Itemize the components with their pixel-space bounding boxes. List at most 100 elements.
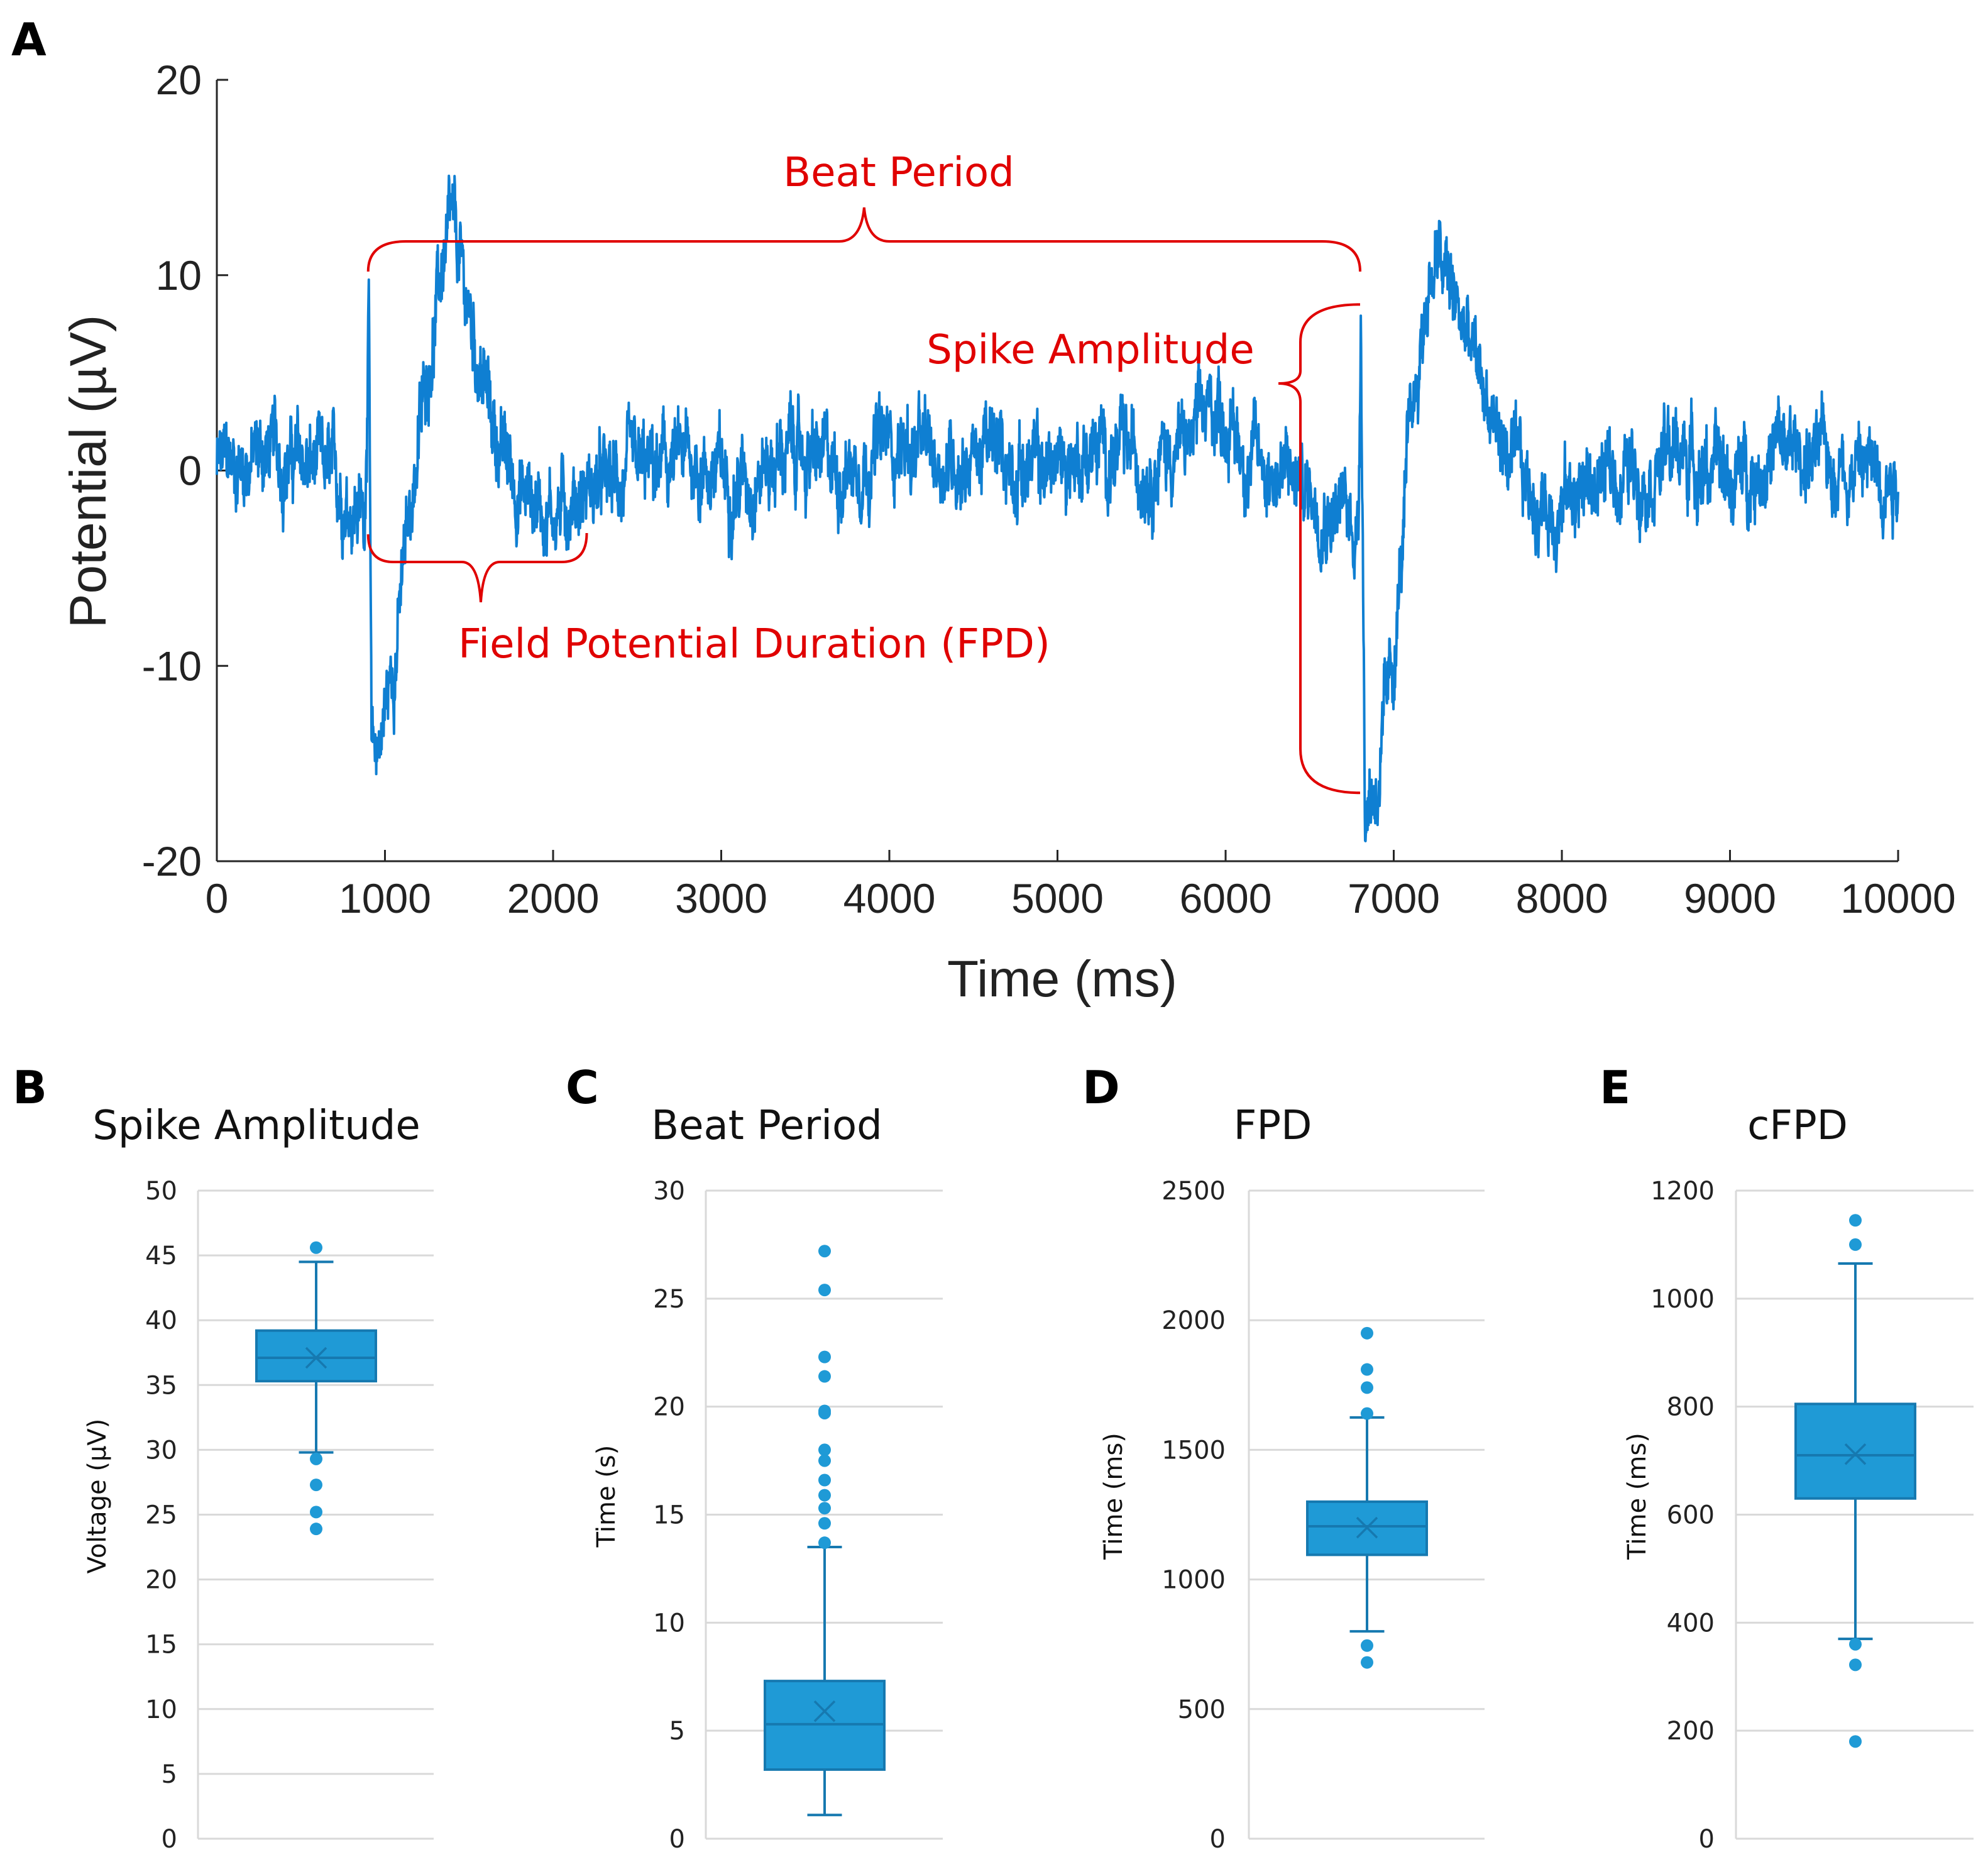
y-tick-label: 10 <box>156 252 202 299</box>
x-tick-label: 7000 <box>1348 875 1440 922</box>
y-tick-label: -20 <box>142 838 202 884</box>
y-tick-label: 20 <box>156 57 202 103</box>
y-tick-label: -10 <box>142 642 202 689</box>
panel-e-y-label: Time (ms) <box>1623 1433 1652 1560</box>
panel-a-axes: 0 1000 2000 3000 4000 5000 6000 7000 8000 9000 100… <box>142 57 1956 922</box>
outlier-point <box>1849 1638 1862 1651</box>
y-tick-label: 0 <box>178 448 202 494</box>
y-tick-label: 30 <box>653 1177 685 1206</box>
panel-e: E cFPD Time (ms) 0 200 400 600 800 1000 1200 <box>1600 1061 1974 1854</box>
panel-a: A 0 1000 2000 3000 4000 5000 6000 7000 8000 9000 1… <box>11 13 1956 1008</box>
y-tick-label: 0 <box>669 1825 685 1854</box>
y-tick-label: 5 <box>162 1760 177 1789</box>
outlier-point <box>310 1506 322 1519</box>
y-tick-label: 50 <box>145 1177 177 1206</box>
outlier-point <box>818 1245 831 1258</box>
outlier-point <box>1849 1214 1862 1227</box>
outlier-point <box>818 1473 831 1487</box>
mean-marker <box>813 1700 836 1722</box>
y-tick-label: 30 <box>145 1436 177 1465</box>
y-tick-label: 35 <box>145 1371 177 1400</box>
x-tick-label: 5000 <box>1011 875 1104 922</box>
y-tick-label: 1000 <box>1161 1566 1226 1595</box>
y-tick-label: 0 <box>1210 1825 1226 1854</box>
iqr-box <box>255 1329 377 1383</box>
panel-b-title: Spike Amplitude <box>92 1103 420 1149</box>
y-tick-label: 20 <box>145 1566 177 1595</box>
outlier-point <box>818 1443 831 1457</box>
field-potential-trace <box>216 174 1899 842</box>
panel-letter-d: D <box>1082 1061 1120 1114</box>
outlier-point <box>1849 1735 1862 1748</box>
panel-letter-c: C <box>566 1061 599 1114</box>
y-tick-label: 600 <box>1667 1501 1715 1530</box>
outlier-point <box>818 1350 831 1363</box>
y-tick-label: 2000 <box>1161 1306 1226 1335</box>
y-tick-label: 200 <box>1667 1717 1715 1746</box>
y-axis-title: Potential (µV) <box>60 315 117 628</box>
panel-e-title: cFPD <box>1747 1103 1848 1149</box>
panel-e-plot: 0 200 400 600 800 1000 1200 <box>1650 1177 1974 1854</box>
fpd-annotation: Field Potential Duration (FPD) <box>458 621 1050 668</box>
panel-c-plot: 0 5 10 15 20 25 30 <box>653 1177 943 1854</box>
outlier-point <box>1361 1326 1373 1340</box>
fpd-bracket <box>366 532 588 603</box>
panel-c-y-label: Time (s) <box>592 1445 621 1548</box>
outlier-point <box>818 1454 831 1467</box>
outlier-point <box>310 1523 322 1536</box>
y-tick-label: 25 <box>145 1501 177 1530</box>
panel-a-trace <box>216 174 1899 842</box>
outlier-point <box>1361 1407 1373 1420</box>
y-tick-label: 0 <box>1699 1825 1715 1854</box>
outlier-point <box>818 1502 831 1515</box>
outlier-point <box>310 1479 322 1492</box>
mean-marker <box>1844 1443 1867 1465</box>
y-tick-label: 10 <box>653 1609 685 1638</box>
y-tick-label: 0 <box>162 1825 177 1854</box>
beat-period-bracket <box>366 207 1361 272</box>
outlier-point <box>310 1241 322 1254</box>
outlier-point <box>1361 1381 1373 1394</box>
panel-b-plot: 0 5 10 15 20 25 30 35 40 45 50 <box>145 1177 434 1854</box>
panel-b: B Spike Amplitude Voltage (µV) 0 5 10 15 20 2… <box>13 1061 434 1854</box>
panel-letter-a: A <box>11 13 47 66</box>
x-tick-label: 10000 <box>1840 875 1956 922</box>
y-tick-label: 1200 <box>1650 1177 1715 1206</box>
beat-period-annotation: Beat Period <box>783 150 1014 196</box>
panel-letter-b: B <box>13 1061 47 1114</box>
y-tick-label: 20 <box>653 1393 685 1422</box>
x-tick-label: 0 <box>206 875 229 922</box>
y-tick-label: 500 <box>1178 1695 1226 1724</box>
x-tick-label: 6000 <box>1180 875 1272 922</box>
panel-b-y-label: Voltage (µV) <box>83 1419 112 1574</box>
panel-a-annotations <box>366 207 1361 795</box>
x-tick-label: 4000 <box>843 875 936 922</box>
outlier-point <box>818 1536 831 1550</box>
panel-d-plot: 0 500 1000 1500 2000 2500 <box>1161 1177 1485 1854</box>
outlier-point <box>818 1370 831 1383</box>
outlier-point <box>818 1406 831 1419</box>
y-tick-label: 1500 <box>1161 1436 1226 1465</box>
panel-c: C Beat Period Time (s) 0 5 10 15 20 25 30 <box>566 1061 943 1854</box>
outlier-point <box>1849 1238 1862 1251</box>
mean-marker <box>1356 1516 1378 1539</box>
panel-d-y-label: Time (ms) <box>1099 1433 1128 1560</box>
outlier-point <box>1361 1363 1373 1376</box>
panel-d-title: FPD <box>1234 1103 1312 1149</box>
y-tick-label: 1000 <box>1650 1285 1715 1314</box>
x-tick-label: 3000 <box>675 875 767 922</box>
outlier-point <box>818 1489 831 1502</box>
y-tick-label: 400 <box>1667 1609 1715 1638</box>
y-tick-label: 40 <box>145 1306 177 1335</box>
y-tick-label: 15 <box>653 1501 685 1530</box>
y-tick-label: 2500 <box>1161 1177 1226 1206</box>
y-tick-label: 45 <box>145 1242 177 1270</box>
outlier-point <box>818 1284 831 1297</box>
outlier-point <box>1361 1656 1373 1669</box>
outlier-point <box>310 1452 322 1465</box>
x-tick-label: 9000 <box>1684 875 1776 922</box>
y-tick-label: 10 <box>145 1695 177 1724</box>
x-axis-title: Time (ms) <box>947 950 1177 1008</box>
spike-amplitude-bracket <box>1278 303 1361 795</box>
